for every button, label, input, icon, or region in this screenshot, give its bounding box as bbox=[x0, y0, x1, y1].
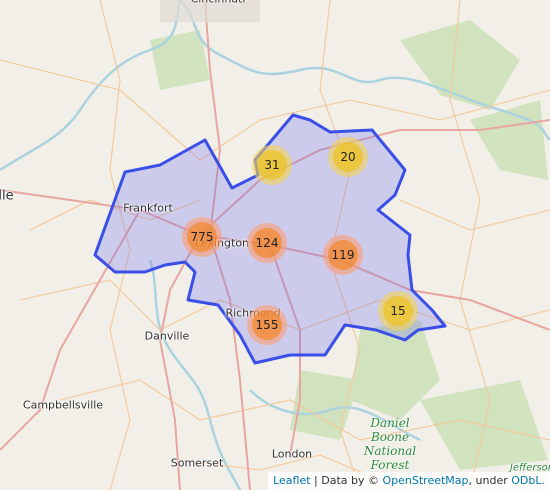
attribution-text: | Data by © bbox=[310, 474, 383, 487]
place-label-somerset: Somerset bbox=[170, 456, 224, 470]
cluster-marker[interactable]: 31 bbox=[252, 145, 292, 185]
cluster-marker[interactable]: 119 bbox=[323, 235, 363, 275]
odbl-link[interactable]: ODbL. bbox=[511, 474, 545, 487]
map-attribution: Leaflet | Data by © OpenStreetMap, under… bbox=[268, 472, 550, 490]
attribution-text: , under bbox=[468, 474, 512, 487]
place-label-cincinnati: Cincinnati bbox=[191, 0, 246, 6]
forest-label: Daniel Boone National Forest bbox=[363, 416, 417, 472]
cluster-marker[interactable]: 15 bbox=[378, 291, 418, 331]
cluster-marker[interactable]: 775 bbox=[182, 217, 222, 257]
place-label-danville: Danville bbox=[144, 329, 190, 343]
place-label-frankfort: Frankfort bbox=[123, 201, 173, 215]
openstreetmap-link[interactable]: OpenStreetMap bbox=[382, 474, 469, 487]
cluster-marker[interactable]: 155 bbox=[247, 305, 287, 345]
leaflet-link[interactable]: Leaflet bbox=[273, 474, 311, 487]
place-label-louisville: lle bbox=[0, 188, 14, 204]
cluster-marker[interactable]: 124 bbox=[247, 223, 287, 263]
place-label-campbellsville: Campbellsville bbox=[22, 398, 104, 412]
cluster-marker[interactable]: 20 bbox=[328, 137, 368, 177]
place-label-jefferson: Jefferson bbox=[509, 462, 550, 474]
urban-area bbox=[160, 0, 260, 22]
place-label-london: London bbox=[271, 447, 313, 461]
